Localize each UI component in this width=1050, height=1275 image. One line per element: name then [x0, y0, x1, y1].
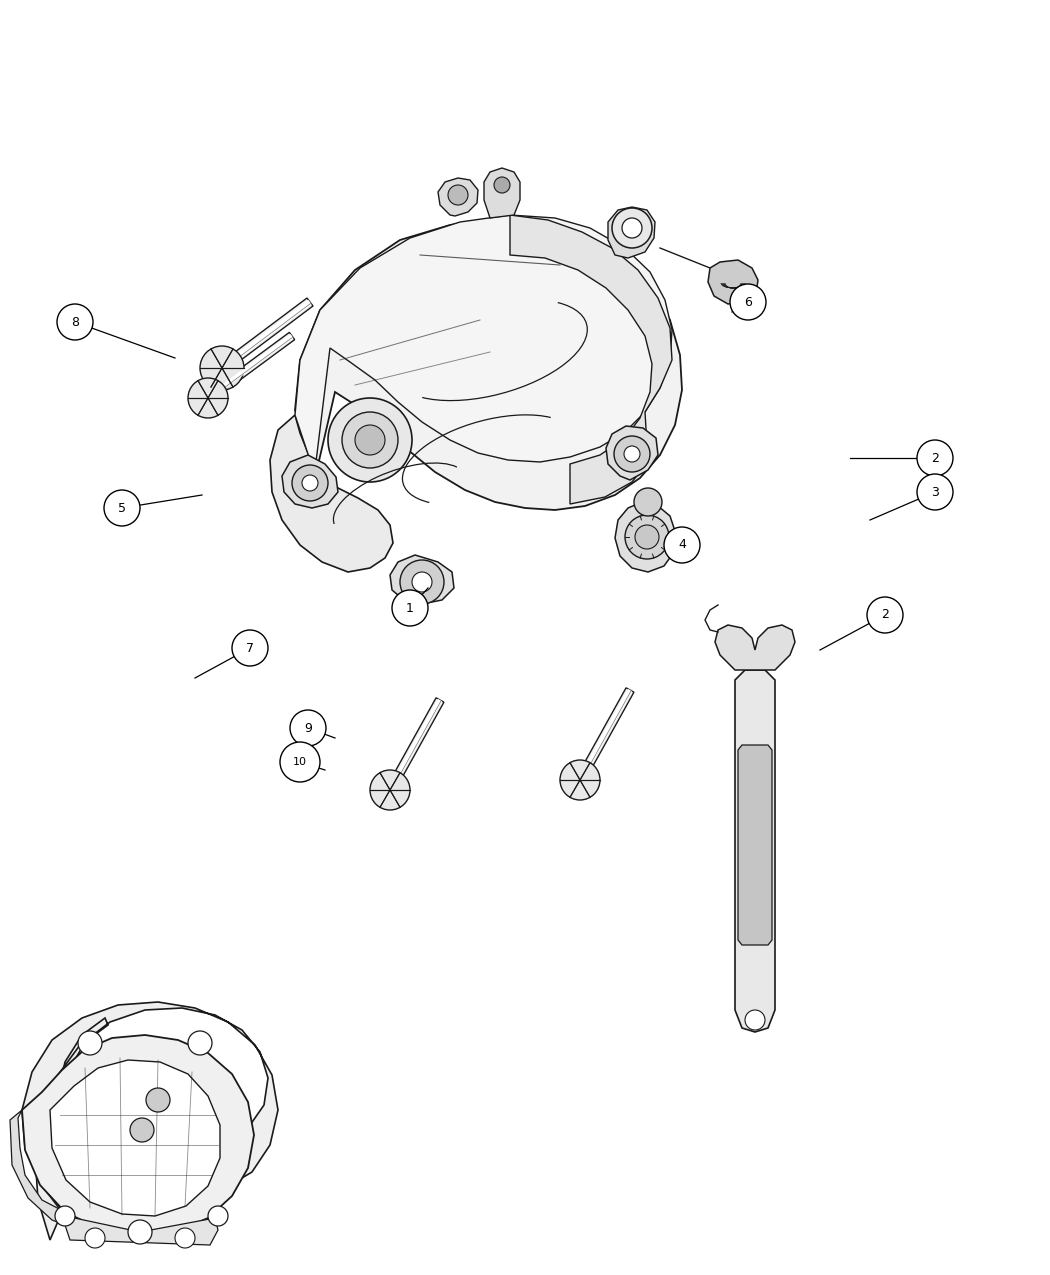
- Text: 8: 8: [71, 315, 79, 329]
- Polygon shape: [295, 215, 672, 470]
- Circle shape: [55, 1206, 75, 1227]
- Text: 9: 9: [304, 722, 312, 734]
- Circle shape: [412, 572, 432, 592]
- Circle shape: [635, 525, 659, 550]
- Circle shape: [730, 284, 766, 320]
- Text: 3: 3: [931, 486, 939, 499]
- Circle shape: [612, 208, 652, 249]
- Polygon shape: [386, 697, 444, 792]
- Circle shape: [128, 1220, 152, 1244]
- Polygon shape: [615, 502, 676, 572]
- Polygon shape: [65, 1216, 218, 1244]
- Circle shape: [448, 185, 468, 205]
- Polygon shape: [390, 555, 454, 604]
- Circle shape: [57, 303, 93, 340]
- Polygon shape: [715, 625, 795, 669]
- Circle shape: [370, 770, 410, 810]
- Circle shape: [560, 760, 600, 799]
- Text: 7: 7: [246, 641, 254, 654]
- Polygon shape: [50, 1060, 220, 1216]
- Circle shape: [78, 1031, 102, 1054]
- Circle shape: [917, 474, 953, 510]
- Circle shape: [200, 346, 244, 390]
- Circle shape: [342, 412, 398, 468]
- Polygon shape: [10, 1111, 65, 1225]
- Circle shape: [634, 488, 662, 516]
- Circle shape: [355, 425, 385, 455]
- Polygon shape: [738, 745, 772, 945]
- Circle shape: [494, 177, 510, 193]
- Circle shape: [392, 590, 428, 626]
- Circle shape: [146, 1088, 170, 1112]
- Circle shape: [290, 710, 326, 746]
- Polygon shape: [219, 298, 313, 372]
- Polygon shape: [22, 1002, 278, 1241]
- Polygon shape: [576, 687, 634, 782]
- Circle shape: [280, 742, 320, 782]
- Polygon shape: [484, 168, 520, 218]
- Circle shape: [130, 1118, 154, 1142]
- Circle shape: [400, 560, 444, 604]
- Circle shape: [917, 440, 953, 476]
- Circle shape: [208, 1206, 228, 1227]
- Polygon shape: [735, 669, 775, 1031]
- Circle shape: [625, 515, 669, 558]
- Circle shape: [232, 630, 268, 666]
- Circle shape: [867, 597, 903, 632]
- Polygon shape: [606, 426, 658, 479]
- Polygon shape: [438, 179, 478, 215]
- Polygon shape: [708, 260, 758, 303]
- Circle shape: [175, 1228, 195, 1248]
- Circle shape: [104, 490, 140, 527]
- Text: 6: 6: [744, 296, 752, 309]
- Circle shape: [664, 527, 700, 564]
- Polygon shape: [510, 215, 672, 504]
- Circle shape: [292, 465, 328, 501]
- Text: 2: 2: [931, 451, 939, 464]
- Text: 1: 1: [406, 602, 414, 615]
- Polygon shape: [282, 455, 338, 507]
- Polygon shape: [206, 333, 295, 402]
- Circle shape: [328, 398, 412, 482]
- Polygon shape: [295, 218, 682, 510]
- Text: 2: 2: [881, 608, 889, 621]
- Circle shape: [614, 436, 650, 472]
- Text: 5: 5: [118, 501, 126, 515]
- Circle shape: [302, 476, 318, 491]
- Text: 4: 4: [678, 538, 686, 552]
- Text: 10: 10: [293, 757, 307, 768]
- Circle shape: [746, 1010, 765, 1030]
- Polygon shape: [270, 414, 393, 572]
- Circle shape: [188, 1031, 212, 1054]
- Circle shape: [624, 446, 640, 462]
- Polygon shape: [608, 207, 655, 258]
- Circle shape: [85, 1228, 105, 1248]
- Circle shape: [188, 377, 228, 418]
- Circle shape: [622, 218, 642, 238]
- Polygon shape: [22, 1035, 254, 1235]
